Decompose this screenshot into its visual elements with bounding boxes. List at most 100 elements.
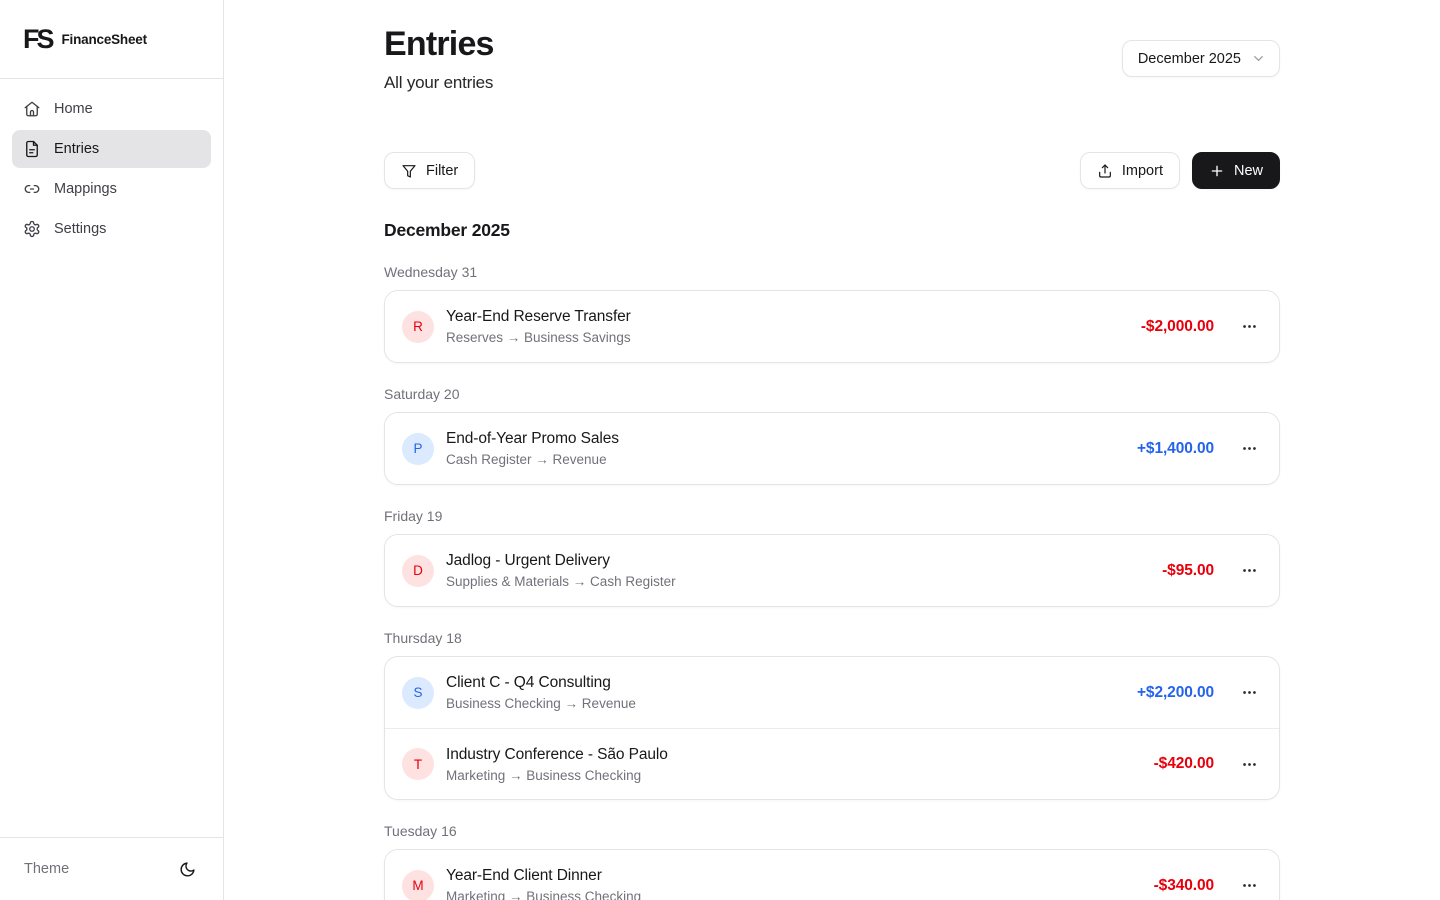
ellipsis-icon <box>1241 318 1258 335</box>
entry-amount: +$1,400.00 <box>1136 439 1214 457</box>
entry-title: End-of-Year Promo Sales <box>446 430 619 447</box>
entry-text: Client C - Q4 Consulting Business Checki… <box>446 674 1125 711</box>
entry-title: Jadlog - Urgent Delivery <box>446 552 610 569</box>
entry-group: Tuesday 16 M Year-End Client Dinner Mark… <box>384 823 1280 900</box>
page-subtitle: All your entries <box>384 73 494 92</box>
avatar-initial: T <box>413 756 423 772</box>
entry-row[interactable]: P End-of-Year Promo Sales Cash Register … <box>385 413 1279 484</box>
entry-row[interactable]: M Year-End Client Dinner Marketing → Bus… <box>385 850 1279 900</box>
entry-text: Industry Conference - São Paulo Marketin… <box>446 746 1142 783</box>
page-header: Entries All your entries December 2025 <box>384 27 1280 93</box>
sidebar-item-label: Settings <box>54 221 107 237</box>
entry-group-date: Friday 19 <box>384 508 443 524</box>
entry-text: Jadlog - Urgent Delivery Supplies & Mate… <box>446 552 1150 589</box>
document-icon <box>23 140 41 158</box>
entry-group-date: Thursday 18 <box>384 630 462 646</box>
entry-title: Industry Conference - São Paulo <box>446 745 668 763</box>
sidebar-item-settings[interactable]: Settings <box>12 210 211 248</box>
theme-toggle-button[interactable] <box>177 859 198 880</box>
avatar-initial: S <box>413 685 423 700</box>
month-selector[interactable]: December 2025 <box>1121 40 1280 77</box>
month-selector-value: December 2025 <box>1137 50 1241 67</box>
entry-group: Friday 19 D Jadlog - Urgent Delivery Sup… <box>384 508 1280 607</box>
entry-group-date: Tuesday 16 <box>384 823 457 839</box>
more-options-button[interactable] <box>1239 680 1260 705</box>
app-name: FinanceSheet <box>61 31 148 47</box>
entry-group-date: Saturday 20 <box>384 386 460 402</box>
entry-text: Year-End Reserve Transfer Reserves → Bus… <box>446 308 1129 345</box>
entry-amount: +$2,200.00 <box>1136 683 1214 701</box>
entry-group-date: Wednesday 31 <box>384 264 478 280</box>
entry-card: D Jadlog - Urgent Delivery Supplies & Ma… <box>384 534 1280 607</box>
ellipsis-icon <box>1241 756 1258 773</box>
avatar-initial: P <box>413 441 423 456</box>
entry-mapping: Reserves → Business Savings <box>446 330 631 345</box>
entry-mapping: Marketing → Business Checking <box>446 889 642 900</box>
new-button-label: New <box>1233 162 1263 179</box>
more-options-button[interactable] <box>1239 752 1260 777</box>
sidebar-nav: Home Entries Mappings Settings <box>0 79 223 837</box>
more-options-button[interactable] <box>1239 436 1260 461</box>
page-title: Entries <box>384 25 494 63</box>
month-heading: December 2025 <box>384 220 510 240</box>
entry-group: Wednesday 31 R Year-End Reserve Transfer… <box>384 264 1280 363</box>
entry-row[interactable]: D Jadlog - Urgent Delivery Supplies & Ma… <box>385 535 1279 606</box>
app-logo: FS FinanceSheet <box>0 0 223 79</box>
filter-icon <box>401 163 417 179</box>
gear-icon <box>23 220 41 238</box>
sidebar-item-label: Entries <box>54 141 100 157</box>
entry-row[interactable]: T Industry Conference - São Paulo Market… <box>385 728 1279 799</box>
entries-list: Wednesday 31 R Year-End Reserve Transfer… <box>384 264 1280 900</box>
entry-card: S Client C - Q4 Consulting Business Chec… <box>384 656 1280 800</box>
avatar: M <box>402 869 434 900</box>
ellipsis-icon <box>1241 562 1258 579</box>
entry-card: P End-of-Year Promo Sales Cash Register … <box>384 412 1280 485</box>
avatar: T <box>402 748 434 780</box>
sidebar-item-home[interactable]: Home <box>12 90 211 128</box>
theme-label: Theme <box>24 861 70 877</box>
entry-row[interactable]: S Client C - Q4 Consulting Business Chec… <box>385 657 1279 728</box>
entry-title: Year-End Client Dinner <box>446 867 602 884</box>
sidebar-item-label: Mappings <box>54 181 117 197</box>
sidebar: FS FinanceSheet Home Entries Mappings <box>0 0 224 900</box>
entry-group: Saturday 20 P End-of-Year Promo Sales Ca… <box>384 386 1280 485</box>
sidebar-item-mappings[interactable]: Mappings <box>12 170 211 208</box>
avatar-initial: D <box>413 563 423 578</box>
entry-text: End-of-Year Promo Sales Cash Register → … <box>446 430 1125 467</box>
entry-card: M Year-End Client Dinner Marketing → Bus… <box>384 849 1280 900</box>
entry-mapping: Business Checking → Revenue <box>446 696 636 711</box>
chevron-down-icon <box>1251 51 1266 66</box>
upload-icon <box>1097 163 1113 179</box>
link-icon <box>23 180 41 198</box>
more-options-button[interactable] <box>1239 873 1260 898</box>
new-button[interactable]: New <box>1191 152 1280 189</box>
toolbar: Filter Import New <box>384 152 1280 189</box>
entry-card: R Year-End Reserve Transfer Reserves → B… <box>384 290 1280 363</box>
ellipsis-icon <box>1241 440 1258 457</box>
entry-text: Year-End Client Dinner Marketing → Busin… <box>446 867 1142 900</box>
entry-title: Year-End Reserve Transfer <box>446 308 631 325</box>
sidebar-item-label: Home <box>54 101 93 117</box>
avatar: S <box>402 676 434 709</box>
entry-amount: -$420.00 <box>1153 755 1214 772</box>
more-options-button[interactable] <box>1239 314 1260 339</box>
entry-mapping: Supplies & Materials → Cash Register <box>446 574 676 589</box>
entry-row[interactable]: R Year-End Reserve Transfer Reserves → B… <box>385 291 1279 362</box>
more-options-button[interactable] <box>1239 558 1260 583</box>
entry-amount: -$340.00 <box>1153 876 1214 894</box>
entry-mapping: Cash Register → Revenue <box>446 452 607 467</box>
avatar: P <box>402 432 434 465</box>
entry-amount: -$95.00 <box>1162 561 1214 579</box>
import-button[interactable]: Import <box>1079 152 1180 189</box>
sidebar-item-entries[interactable]: Entries <box>12 130 211 168</box>
ellipsis-icon <box>1241 684 1258 701</box>
import-button-label: Import <box>1121 162 1163 179</box>
filter-button[interactable]: Filter <box>384 152 476 189</box>
entry-group: Thursday 18 S Client C - Q4 Consulting B… <box>384 630 1280 800</box>
entry-amount: -$2,000.00 <box>1140 317 1214 335</box>
home-icon <box>23 100 41 118</box>
avatar-initial: R <box>413 319 423 334</box>
filter-button-label: Filter <box>426 162 459 179</box>
avatar: D <box>402 554 434 587</box>
sidebar-footer: Theme <box>0 837 223 900</box>
